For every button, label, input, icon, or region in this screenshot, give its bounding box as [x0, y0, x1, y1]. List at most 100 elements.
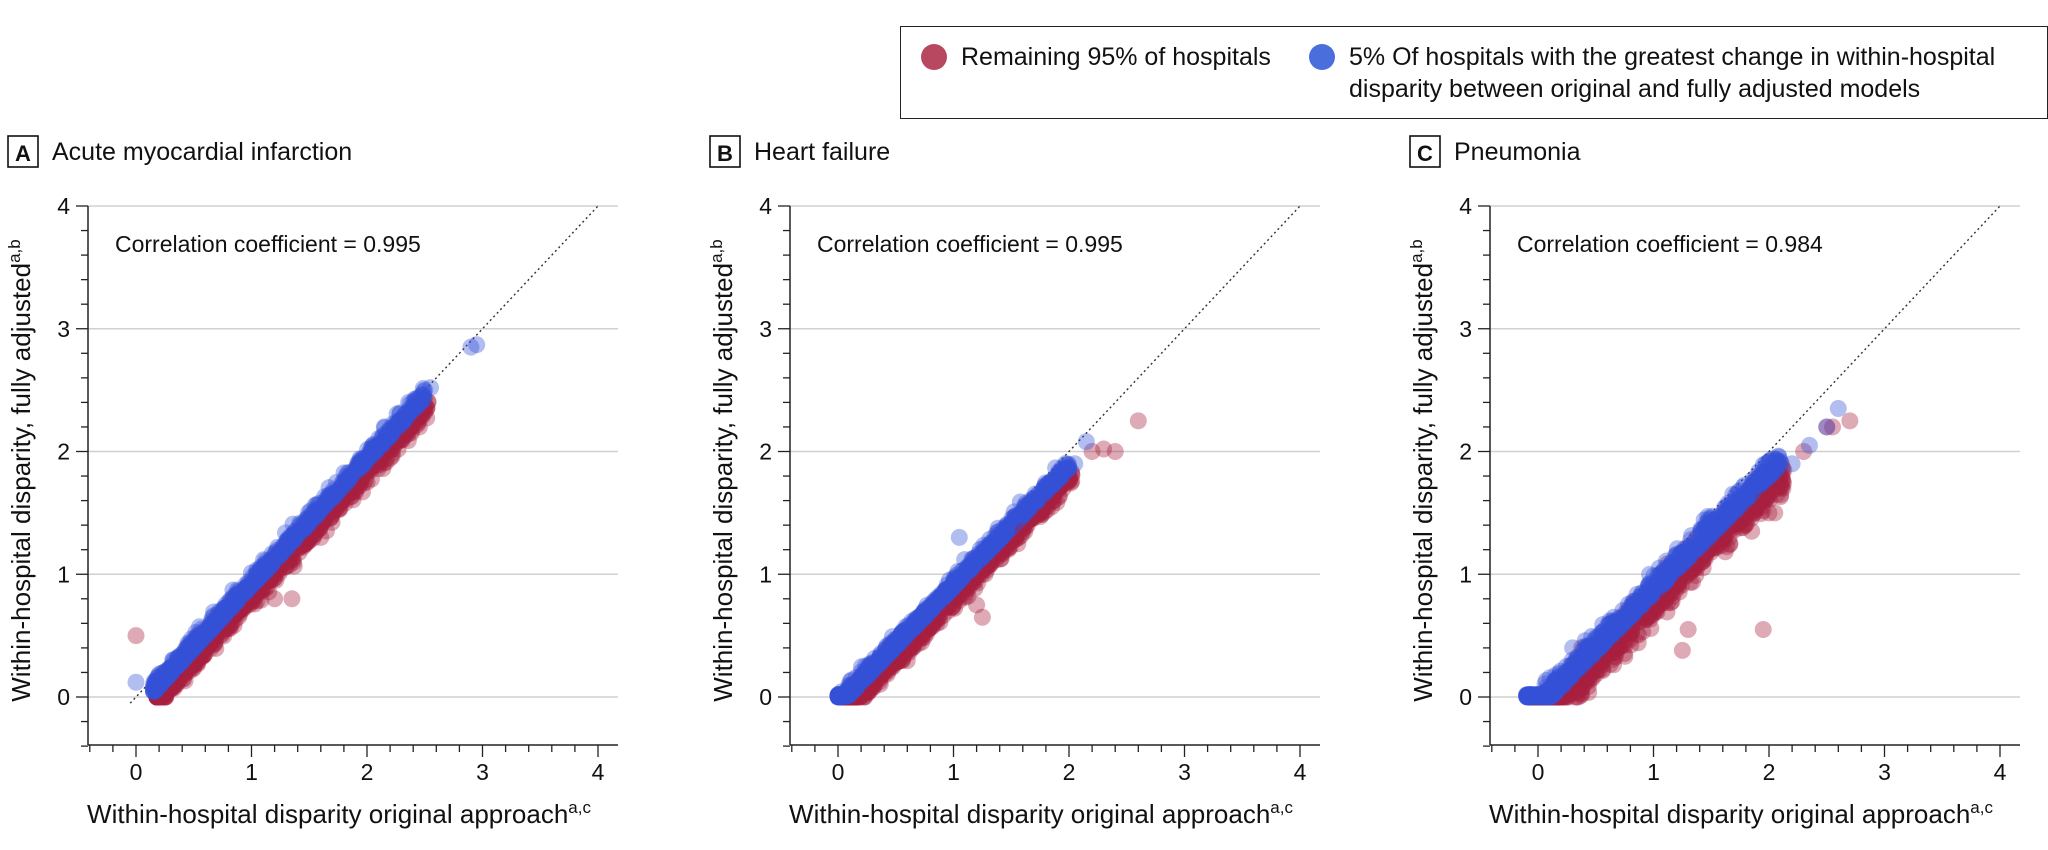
point-remaining [368, 448, 386, 466]
point-remaining [239, 587, 257, 605]
point-remaining [373, 453, 391, 471]
point-remaining [313, 511, 331, 529]
point-top5 [366, 438, 384, 456]
y-tick-label-0: 0 [57, 684, 70, 710]
point-remaining [355, 464, 373, 482]
point-remaining [162, 672, 180, 690]
point-remaining [225, 605, 243, 623]
point-remaining [164, 674, 182, 692]
point-remaining [409, 409, 427, 427]
point-top5 [308, 507, 326, 525]
point-remaining [232, 597, 250, 615]
point-remaining [406, 408, 424, 426]
point-remaining [275, 544, 293, 562]
point-remaining [322, 508, 340, 526]
point-remaining [372, 445, 390, 463]
point-remaining [238, 582, 256, 600]
point-remaining [167, 667, 185, 685]
point-remaining [365, 453, 383, 471]
point-remaining [195, 646, 213, 664]
point-remaining [349, 463, 367, 481]
point-top5 [246, 569, 264, 587]
point-remaining [230, 601, 248, 619]
point-top5 [170, 652, 188, 670]
point-remaining [184, 657, 202, 675]
point-remaining [228, 597, 246, 615]
point-remaining [343, 471, 361, 489]
point-top5 [367, 441, 385, 459]
point-remaining [294, 538, 312, 556]
point-remaining [402, 419, 420, 437]
point-remaining [361, 451, 379, 469]
point-remaining [407, 406, 425, 424]
point-remaining [153, 682, 171, 700]
point-top5 [157, 669, 175, 687]
point-remaining [360, 457, 378, 475]
point-remaining [203, 629, 221, 647]
point-top5 [285, 531, 303, 549]
point-remaining [167, 668, 185, 686]
point-top5 [191, 632, 209, 650]
point-remaining [416, 398, 434, 416]
point-remaining [298, 533, 316, 551]
point-remaining [224, 607, 242, 625]
point-remaining [274, 555, 292, 573]
point-remaining [188, 644, 206, 662]
point-top5 [342, 468, 360, 486]
point-remaining [161, 675, 179, 693]
panel-letter: B [717, 141, 733, 166]
point-remaining [172, 665, 190, 683]
point-remaining [166, 666, 184, 684]
point-top5 [158, 665, 176, 683]
point-remaining [308, 510, 326, 528]
point-top5 [256, 552, 274, 570]
point-remaining [156, 688, 174, 706]
point-remaining [418, 400, 436, 418]
point-remaining [345, 470, 363, 488]
point-remaining [201, 640, 219, 658]
point-top5 [396, 410, 414, 428]
point-remaining [419, 393, 437, 411]
point-remaining [148, 688, 166, 706]
point-top5 [167, 658, 185, 676]
point-remaining [230, 602, 248, 620]
point-remaining [162, 670, 180, 688]
point-top5 [230, 585, 248, 603]
point-remaining [412, 393, 430, 411]
point-remaining [370, 435, 388, 453]
panel-title: Pneumonia [1454, 138, 1581, 166]
point-remaining [198, 632, 216, 650]
point-top5 [987, 532, 1005, 550]
point-remaining [410, 406, 428, 424]
point-remaining [172, 659, 190, 677]
point-remaining [348, 478, 366, 496]
point-remaining [173, 663, 191, 681]
point-top5 [148, 678, 166, 696]
point-remaining [267, 561, 285, 579]
point-remaining [261, 558, 279, 576]
point-remaining [371, 446, 389, 464]
point-remaining [216, 621, 234, 639]
point-remaining [296, 529, 314, 547]
point-remaining [219, 619, 237, 637]
point-remaining [202, 632, 220, 650]
point-remaining [299, 530, 317, 548]
point-remaining [148, 688, 166, 706]
point-remaining [285, 535, 303, 553]
point-remaining [403, 414, 421, 432]
y-axis-label-text: Within-hospital disparity, fully adjuste… [6, 263, 36, 702]
point-top5 [261, 554, 279, 572]
point-remaining [384, 440, 402, 458]
point-remaining [257, 563, 275, 581]
point-remaining [327, 495, 345, 513]
point-remaining [247, 581, 265, 599]
point-remaining [157, 685, 175, 703]
point-remaining [360, 456, 378, 474]
point-remaining [180, 657, 198, 675]
point-remaining [165, 670, 183, 688]
point-remaining [165, 678, 183, 696]
point-remaining [370, 456, 388, 474]
point-top5 [153, 673, 171, 691]
point-remaining [149, 684, 167, 702]
x-tick-label-0: 0 [1532, 759, 1545, 785]
